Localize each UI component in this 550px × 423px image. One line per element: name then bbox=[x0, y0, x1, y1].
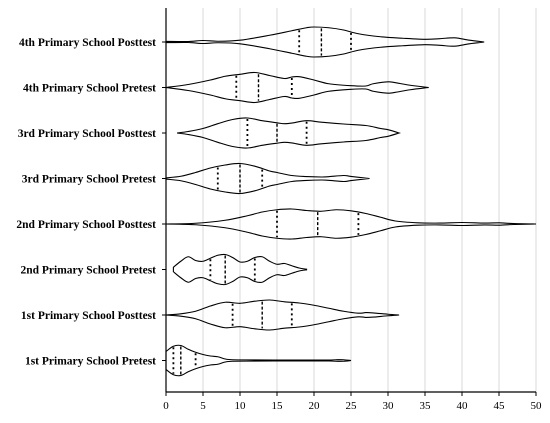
x-tick-label: 45 bbox=[494, 400, 506, 412]
x-tick-label: 30 bbox=[383, 400, 395, 412]
violin-shape bbox=[177, 117, 402, 149]
grid bbox=[202, 8, 537, 392]
violin-shape bbox=[165, 299, 400, 331]
x-tick-label: 5 bbox=[200, 400, 206, 412]
category-label: 2nd Primary School Posttest bbox=[16, 219, 156, 231]
x-tick-label: 50 bbox=[531, 400, 543, 412]
x-tick-label: 40 bbox=[457, 400, 469, 412]
x-tick-label: 15 bbox=[272, 400, 284, 412]
violin-shape bbox=[165, 71, 429, 104]
violin-shape bbox=[165, 162, 370, 195]
category-labels: 4th Primary School Posttest 4th Primary S… bbox=[16, 37, 156, 368]
x-tick-label: 25 bbox=[346, 400, 358, 412]
violin-shape bbox=[165, 208, 537, 240]
category-label: 3rd Primary School Pretest bbox=[22, 174, 156, 186]
violin-shape bbox=[165, 26, 485, 58]
category-label: 1st Primary School Posttest bbox=[21, 310, 156, 322]
violin-shape bbox=[172, 253, 308, 286]
category-label: 4th Primary School Posttest bbox=[19, 37, 156, 49]
violin-shape bbox=[165, 344, 352, 377]
category-label: 2nd Primary School Pretest bbox=[20, 265, 156, 277]
axes: 0 5 10 15 20 25 30 35 40 45 50 bbox=[162, 8, 542, 412]
category-label: 3rd Primary School Posttest bbox=[18, 128, 156, 140]
x-tick-label: 35 bbox=[420, 400, 432, 412]
x-tick-label: 10 bbox=[235, 400, 247, 412]
violins bbox=[165, 26, 537, 377]
category-label: 1st Primary School Pretest bbox=[25, 356, 156, 368]
category-label: 4th Primary School Pretest bbox=[23, 83, 156, 95]
x-tick-label: 0 bbox=[163, 400, 169, 412]
x-tick-label: 20 bbox=[309, 400, 321, 412]
